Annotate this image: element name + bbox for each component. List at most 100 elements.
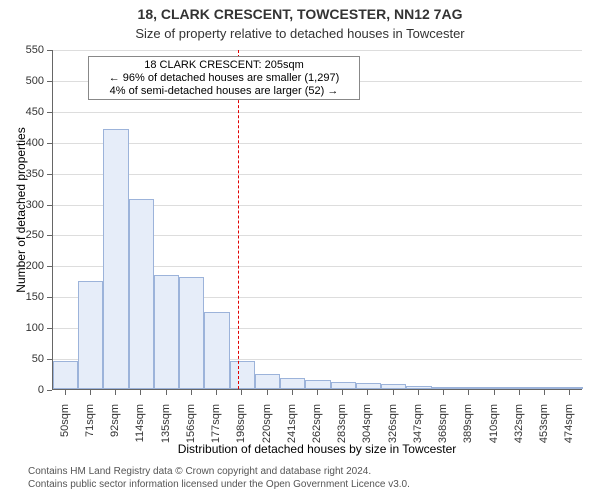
grid-line [53,50,582,51]
x-tick-mark [367,390,368,395]
histogram-bar [179,277,204,390]
histogram-bar [533,387,558,389]
x-tick-mark [191,390,192,395]
y-tick-mark [47,50,52,51]
x-tick-label: 389sqm [462,404,474,454]
histogram-bar [558,387,583,389]
y-tick-mark [47,297,52,298]
y-tick-label: 250 [14,229,44,241]
histogram-bar [381,384,406,389]
y-tick-mark [47,112,52,113]
footer-line-1: Contains HM Land Registry data © Crown c… [28,466,410,479]
chart-title-sub: Size of property relative to detached ho… [0,26,600,41]
x-tick-mark [393,390,394,395]
histogram-bar [305,380,330,389]
x-tick-mark [267,390,268,395]
annotation-line: 18 CLARK CRESCENT: 205sqm [93,59,355,72]
x-tick-label: 432sqm [513,404,525,454]
x-tick-label: 135sqm [160,404,172,454]
reference-line [238,50,239,389]
histogram-bar [432,387,457,389]
x-tick-label: 220sqm [261,404,273,454]
y-tick-label: 100 [14,322,44,334]
x-tick-label: 71sqm [84,404,96,454]
histogram-bar [103,129,128,389]
y-tick-label: 150 [14,291,44,303]
chart-title-main: 18, CLARK CRESCENT, TOWCESTER, NN12 7AG [0,6,600,22]
x-tick-mark [292,390,293,395]
y-tick-mark [47,205,52,206]
x-tick-label: 410sqm [488,404,500,454]
y-tick-label: 450 [14,106,44,118]
histogram-bar [356,383,381,389]
x-tick-mark [65,390,66,395]
annotation-line: 4% of semi-detached houses are larger (5… [93,85,355,98]
x-tick-mark [115,390,116,395]
y-tick-label: 200 [14,260,44,272]
y-tick-mark [47,390,52,391]
histogram-bar [482,387,507,389]
x-tick-label: 474sqm [563,404,575,454]
histogram-bar [129,199,154,389]
x-tick-label: 198sqm [235,404,247,454]
histogram-bar [230,361,255,389]
x-tick-mark [241,390,242,395]
chart-container: { "chart": { "type": "histogram", "title… [0,0,600,500]
x-tick-mark [468,390,469,395]
y-tick-mark [47,359,52,360]
grid-line [53,112,582,113]
x-tick-label: 262sqm [311,404,323,454]
grid-line [53,174,582,175]
y-tick-label: 500 [14,75,44,87]
y-tick-label: 0 [14,384,44,396]
x-tick-mark [342,390,343,395]
histogram-bar [204,312,229,389]
histogram-bar [507,387,532,389]
y-tick-label: 350 [14,168,44,180]
x-tick-mark [166,390,167,395]
y-tick-label: 550 [14,44,44,56]
histogram-bar [457,387,482,389]
x-tick-mark [418,390,419,395]
x-tick-label: 114sqm [134,404,146,454]
x-tick-label: 347sqm [412,404,424,454]
x-tick-label: 283sqm [336,404,348,454]
grid-line [53,143,582,144]
x-tick-mark [90,390,91,395]
histogram-bar [255,374,280,389]
x-tick-mark [140,390,141,395]
x-tick-label: 368sqm [437,404,449,454]
y-tick-mark [47,235,52,236]
y-tick-label: 300 [14,199,44,211]
histogram-bar [53,361,78,389]
y-tick-label: 400 [14,137,44,149]
plot-area [52,50,582,390]
y-tick-label: 50 [14,353,44,365]
x-tick-label: 241sqm [286,404,298,454]
x-tick-label: 326sqm [387,404,399,454]
x-tick-mark [216,390,217,395]
y-tick-mark [47,81,52,82]
histogram-bar [78,281,103,389]
x-tick-mark [494,390,495,395]
x-tick-label: 304sqm [361,404,373,454]
x-tick-mark [544,390,545,395]
y-tick-mark [47,328,52,329]
y-tick-mark [47,266,52,267]
x-tick-mark [443,390,444,395]
histogram-bar [331,382,356,389]
annotation-box: 18 CLARK CRESCENT: 205sqm← 96% of detach… [88,56,360,100]
y-tick-mark [47,174,52,175]
histogram-bar [280,378,305,389]
x-tick-label: 92sqm [109,404,121,454]
histogram-bar [154,275,179,389]
x-tick-label: 50sqm [59,404,71,454]
footer-line-2: Contains public sector information licen… [28,479,410,492]
x-tick-mark [317,390,318,395]
x-tick-label: 453sqm [538,404,550,454]
x-tick-label: 156sqm [185,404,197,454]
x-tick-mark [569,390,570,395]
chart-footer: Contains HM Land Registry data © Crown c… [28,466,410,491]
histogram-bar [406,386,431,389]
annotation-line: ← 96% of detached houses are smaller (1,… [93,72,355,85]
